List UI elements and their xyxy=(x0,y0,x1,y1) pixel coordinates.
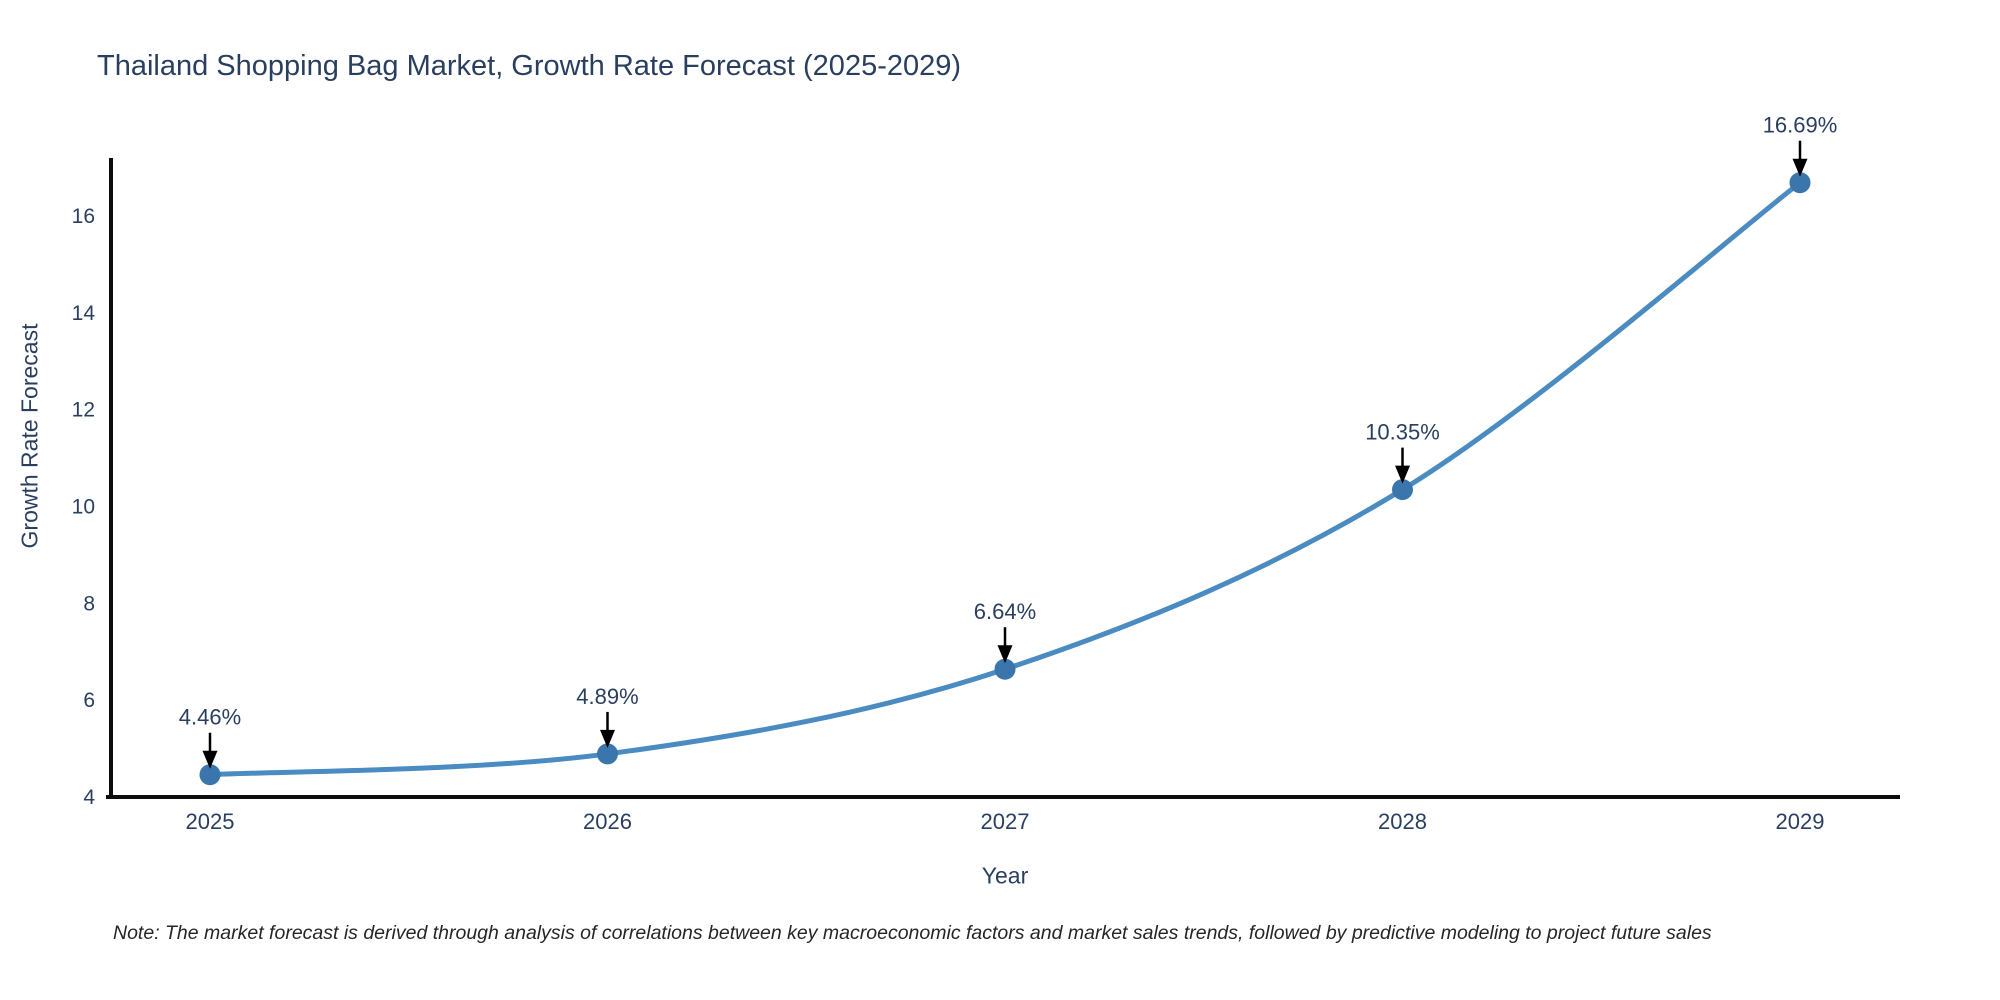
point-label: 4.89% xyxy=(576,684,638,709)
annotation-arrowhead-icon xyxy=(202,750,218,769)
data-point-2027[interactable] xyxy=(994,658,1016,680)
x-tick-label: 2026 xyxy=(583,809,632,834)
annotation-arrowhead-icon xyxy=(997,645,1013,664)
x-tick-label: 2027 xyxy=(981,809,1030,834)
forecast-line xyxy=(207,180,1803,778)
y-tick-label: 16 xyxy=(72,205,95,228)
data-point-2029[interactable] xyxy=(1789,172,1811,194)
x-axis-title: Year xyxy=(981,862,1029,889)
x-tick-label: 2028 xyxy=(1378,809,1427,834)
chart-title: Thailand Shopping Bag Market, Growth Rat… xyxy=(97,50,962,82)
data-point-2025[interactable] xyxy=(199,764,221,786)
point-label: 6.64% xyxy=(974,599,1036,624)
point-label: 4.46% xyxy=(179,705,241,730)
x-tick-label: 2029 xyxy=(1776,809,1825,834)
y-tick-label: 8 xyxy=(83,592,95,615)
y-axis-title: Growth Rate Forecast xyxy=(16,323,43,549)
annotation-arrowhead-icon xyxy=(1395,465,1410,484)
y-tick-label: 4 xyxy=(83,786,95,809)
data-point-2026[interactable] xyxy=(597,743,618,765)
data-point-2028[interactable] xyxy=(1392,479,1413,501)
y-tick-label: 6 xyxy=(83,689,95,712)
footnote: Note: The market forecast is derived thr… xyxy=(113,922,1712,944)
annotation-arrowhead-icon xyxy=(600,729,615,748)
x-tick-label: 2025 xyxy=(186,809,235,834)
annotation-arrowhead-icon xyxy=(1792,158,1808,177)
point-label: 10.35% xyxy=(1365,420,1440,445)
y-tick-label: 10 xyxy=(72,496,95,519)
y-tick-label: 14 xyxy=(72,302,96,325)
point-label: 16.69% xyxy=(1763,113,1838,138)
y-tick-label: 12 xyxy=(72,399,95,422)
